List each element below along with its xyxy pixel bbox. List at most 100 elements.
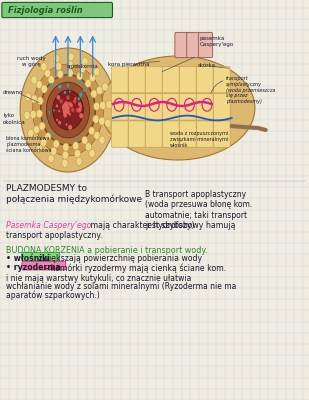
Circle shape xyxy=(79,113,83,118)
Circle shape xyxy=(83,88,86,92)
Text: aparatów szparkowych.): aparatów szparkowych.) xyxy=(6,290,100,300)
Circle shape xyxy=(76,138,78,141)
FancyBboxPatch shape xyxy=(179,121,196,147)
Circle shape xyxy=(71,108,75,112)
Circle shape xyxy=(63,103,67,107)
Circle shape xyxy=(68,53,74,61)
Text: • ryzoderma: • ryzoderma xyxy=(6,263,61,272)
Circle shape xyxy=(39,122,45,130)
Circle shape xyxy=(58,121,61,125)
Circle shape xyxy=(31,95,37,103)
Circle shape xyxy=(96,86,103,94)
Text: BUDONA KORZENIA a pobieranie i transport wody.: BUDONA KORZENIA a pobieranie i transport… xyxy=(6,246,208,255)
Circle shape xyxy=(36,110,43,118)
Circle shape xyxy=(64,114,67,118)
Circle shape xyxy=(67,69,73,77)
Circle shape xyxy=(99,136,105,144)
Circle shape xyxy=(93,102,100,110)
Circle shape xyxy=(68,125,72,130)
Text: i nie mają warstwy kutykuli, co znacznie ułatwia: i nie mają warstwy kutykuli, co znacznie… xyxy=(6,274,192,282)
FancyBboxPatch shape xyxy=(111,94,128,120)
Circle shape xyxy=(94,132,100,140)
Circle shape xyxy=(48,76,54,84)
Circle shape xyxy=(77,72,83,80)
FancyBboxPatch shape xyxy=(111,66,128,93)
FancyBboxPatch shape xyxy=(145,94,162,120)
Circle shape xyxy=(63,143,69,151)
Circle shape xyxy=(62,151,69,159)
Text: kora pierwotna: kora pierwotna xyxy=(108,62,150,67)
Circle shape xyxy=(82,57,88,66)
Text: pasemka
Caspery'ego: pasemka Caspery'ego xyxy=(199,36,234,47)
Circle shape xyxy=(77,138,78,139)
Circle shape xyxy=(46,82,90,138)
Text: błona komórkowa
plazmodesma
ściana komórkowa: błona komórkowa plazmodesma ściana komór… xyxy=(6,136,52,152)
Text: śródskórnia: śródskórnia xyxy=(66,64,98,69)
FancyBboxPatch shape xyxy=(187,32,201,58)
FancyBboxPatch shape xyxy=(162,121,179,147)
Circle shape xyxy=(89,149,95,157)
Circle shape xyxy=(70,103,73,108)
Circle shape xyxy=(59,85,62,88)
Circle shape xyxy=(20,48,116,172)
Circle shape xyxy=(30,110,36,118)
Circle shape xyxy=(78,110,80,113)
FancyBboxPatch shape xyxy=(145,121,162,147)
Circle shape xyxy=(67,84,70,88)
Text: • włośniki: • włośniki xyxy=(6,254,50,263)
Text: – komórki ryzodermy mają cienką ściane kom.: – komórki ryzodermy mają cienką ściane k… xyxy=(42,263,226,273)
FancyBboxPatch shape xyxy=(213,121,230,147)
Circle shape xyxy=(70,103,73,107)
Circle shape xyxy=(28,129,34,137)
Circle shape xyxy=(45,133,51,141)
Circle shape xyxy=(76,108,79,112)
Circle shape xyxy=(78,97,80,100)
Circle shape xyxy=(36,144,42,152)
Circle shape xyxy=(64,111,67,114)
Circle shape xyxy=(66,95,70,100)
Circle shape xyxy=(80,105,82,108)
Circle shape xyxy=(53,109,55,112)
Circle shape xyxy=(67,61,74,69)
FancyBboxPatch shape xyxy=(179,94,196,120)
Circle shape xyxy=(41,85,47,93)
Circle shape xyxy=(106,101,112,109)
Circle shape xyxy=(55,62,61,70)
Circle shape xyxy=(100,102,106,110)
Text: woda z rozpuszczonymi
związkami mineralnymi
włośnik: woda z rozpuszczonymi związkami mineraln… xyxy=(170,131,228,148)
Circle shape xyxy=(24,111,30,119)
FancyBboxPatch shape xyxy=(145,66,162,93)
Circle shape xyxy=(85,79,91,87)
Circle shape xyxy=(91,90,97,98)
Circle shape xyxy=(44,69,51,77)
Circle shape xyxy=(79,95,82,98)
Circle shape xyxy=(32,64,104,156)
FancyBboxPatch shape xyxy=(22,262,66,270)
Circle shape xyxy=(58,110,60,112)
FancyBboxPatch shape xyxy=(2,2,112,18)
Text: drewno: drewno xyxy=(3,90,23,95)
Text: Pasemka Caspery'ego: Pasemka Caspery'ego xyxy=(6,221,91,230)
Circle shape xyxy=(99,117,105,125)
Circle shape xyxy=(62,108,67,114)
Circle shape xyxy=(69,102,72,106)
Text: mają charakter hydrofobowy hamują: mają charakter hydrofobowy hamują xyxy=(88,221,235,230)
Text: skórka: skórka xyxy=(198,63,216,68)
Text: transport apoplastyczny.: transport apoplastyczny. xyxy=(6,231,103,240)
FancyBboxPatch shape xyxy=(128,66,145,93)
Circle shape xyxy=(79,92,82,96)
Circle shape xyxy=(78,102,81,106)
Circle shape xyxy=(76,79,78,82)
FancyBboxPatch shape xyxy=(196,121,213,147)
Circle shape xyxy=(64,91,66,94)
Circle shape xyxy=(56,119,58,121)
FancyBboxPatch shape xyxy=(213,94,230,120)
FancyBboxPatch shape xyxy=(196,94,213,120)
Circle shape xyxy=(73,142,79,150)
Circle shape xyxy=(53,140,59,148)
Ellipse shape xyxy=(100,56,255,160)
FancyBboxPatch shape xyxy=(111,121,128,147)
Circle shape xyxy=(31,76,37,84)
Circle shape xyxy=(54,55,60,63)
Circle shape xyxy=(50,147,57,155)
